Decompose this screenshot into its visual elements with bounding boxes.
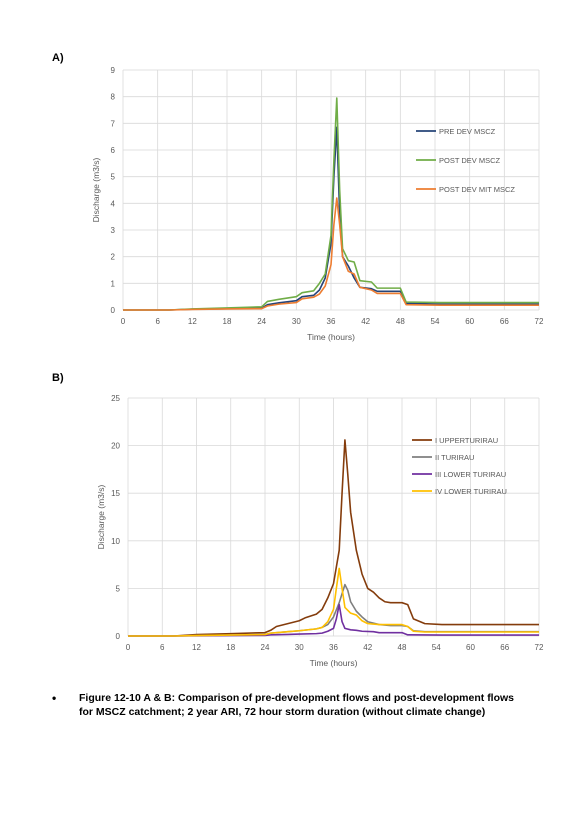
x-tick-label: 18	[223, 317, 232, 326]
y-tick-label: 9	[111, 66, 116, 75]
x-tick-label: 0	[126, 643, 131, 652]
x-tick-label: 0	[121, 317, 126, 326]
y-tick-label: 2	[111, 253, 116, 262]
x-tick-label: 66	[500, 317, 509, 326]
y-tick-label: 7	[111, 119, 116, 128]
x-tick-label: 54	[431, 317, 440, 326]
x-tick-label: 66	[500, 643, 509, 652]
x-tick-label: 54	[432, 643, 441, 652]
panel-label-a: A)	[52, 52, 64, 64]
x-tick-label: 24	[257, 317, 266, 326]
x-tick-label: 72	[535, 643, 544, 652]
series-line-3	[128, 603, 539, 637]
y-tick-label: 15	[111, 489, 120, 498]
x-tick-label: 60	[466, 643, 475, 652]
y-tick-label: 5	[116, 584, 121, 593]
legend-label: I UPPERTURIRAU	[435, 436, 498, 445]
panel-label-b: B)	[52, 372, 64, 384]
y-tick-label: 0	[111, 306, 116, 315]
x-tick-label: 42	[363, 643, 372, 652]
y-tick-label: 0	[116, 632, 121, 641]
legend-label: IV LOWER TURIRAU	[435, 487, 507, 496]
caption-bullet: •	[52, 691, 57, 705]
y-tick-label: 1	[111, 279, 116, 288]
x-tick-label: 48	[398, 643, 407, 652]
x-tick-label: 60	[465, 317, 474, 326]
legend-label: PRE DEV MSCZ	[439, 127, 496, 136]
legend-label: II TURIRAU	[435, 453, 474, 462]
y-tick-label: 3	[111, 226, 116, 235]
legend-label: POST DEV MIT MSCZ	[439, 185, 515, 194]
y-tick-label: 6	[111, 146, 116, 155]
discharge-chart-b: 0 6 12 18 24 30 36 42 48 54 60 66 72 0 5 10 15 20 25 Time (…	[96, 394, 544, 668]
x-axis-label: Time (hours)	[307, 332, 355, 342]
y-axis-label: Discharge (m3/s)	[91, 157, 101, 222]
series-line-4	[128, 567, 539, 637]
legend-label: III LOWER TURIRAU	[435, 470, 506, 479]
x-tick-label: 24	[261, 643, 270, 652]
x-tick-label: 72	[535, 317, 544, 326]
y-axis-label: Discharge (m3/s)	[96, 484, 106, 549]
y-tick-label: 4	[111, 199, 116, 208]
x-tick-label: 30	[295, 643, 304, 652]
x-tick-label: 30	[292, 317, 301, 326]
y-tick-label: 20	[111, 442, 120, 451]
caption-text: Figure 12-10 A & B: Comparison of pre-de…	[79, 692, 515, 718]
x-tick-label: 6	[155, 317, 160, 326]
x-tick-label: 48	[396, 317, 405, 326]
x-tick-label: 42	[361, 317, 370, 326]
series-line-2	[123, 97, 539, 311]
y-tick-label: 10	[111, 537, 120, 546]
x-axis-label: Time (hours)	[310, 658, 358, 668]
x-tick-label: 12	[188, 317, 197, 326]
y-tick-label: 25	[111, 394, 120, 403]
legend-label: POST DEV MSCZ	[439, 156, 501, 165]
y-tick-label: 5	[111, 173, 116, 182]
x-tick-label: 12	[192, 643, 201, 652]
series-line-1	[128, 439, 539, 637]
x-tick-label: 18	[226, 643, 235, 652]
x-tick-label: 36	[327, 317, 336, 326]
x-tick-label: 36	[329, 643, 338, 652]
series-line-3	[123, 197, 539, 311]
y-tick-label: 8	[111, 93, 116, 102]
x-tick-label: 6	[160, 643, 165, 652]
